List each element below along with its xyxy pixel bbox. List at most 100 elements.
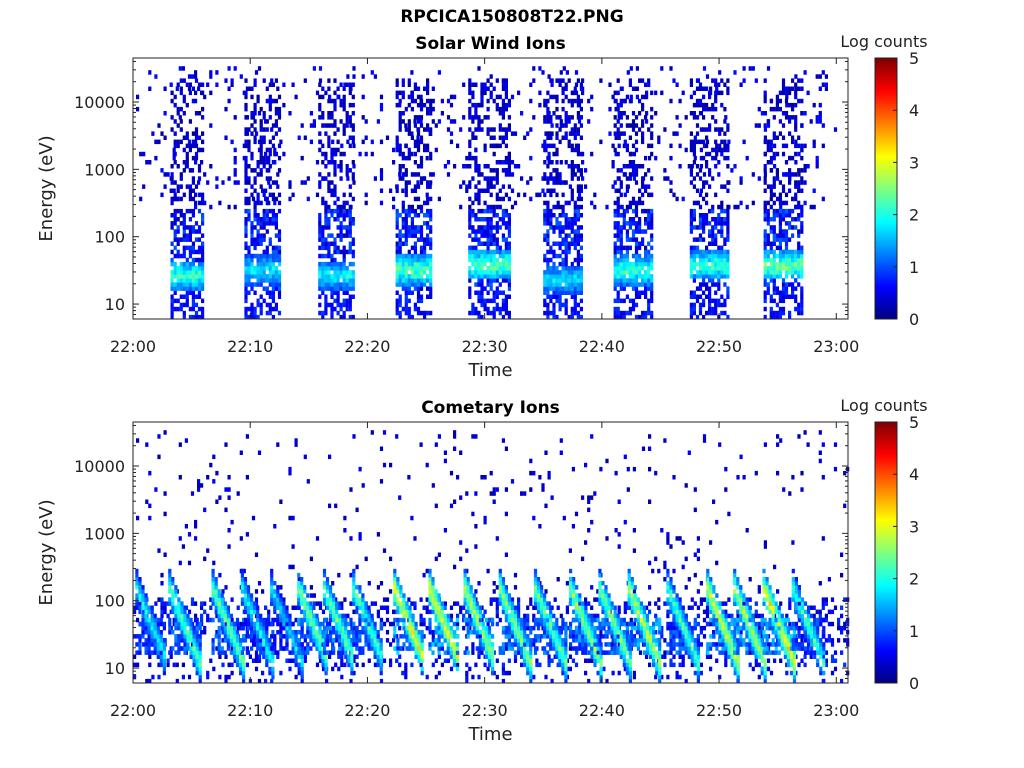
heatmap-cell	[429, 98, 433, 104]
heatmap-cell	[429, 245, 433, 251]
heatmap-cell	[477, 314, 481, 320]
heatmap-cell	[570, 188, 574, 193]
heatmap-cell	[268, 241, 272, 246]
heatmap-cell	[398, 257, 402, 263]
heatmap-cell	[692, 237, 696, 242]
heatmap-cell	[321, 261, 325, 267]
colorbar-swatch	[875, 68, 897, 72]
heatmap-cell	[616, 249, 620, 255]
heatmap-cell	[492, 135, 496, 140]
heatmap-cell	[726, 164, 730, 169]
heatmap-cell	[413, 282, 417, 287]
heatmap-cell	[797, 78, 801, 83]
heatmap-cell	[538, 475, 542, 480]
heatmap-cell	[507, 274, 511, 279]
heatmap-cell	[803, 180, 807, 185]
heatmap-cell	[422, 617, 426, 623]
heatmap-cell	[579, 282, 583, 287]
heatmap-cell	[781, 266, 786, 271]
heatmap-cell	[558, 290, 562, 295]
heatmap-cell	[318, 147, 322, 153]
heatmap-cell	[429, 253, 433, 259]
heatmap-cell	[564, 217, 568, 222]
heatmap-cell	[404, 253, 408, 259]
heatmap-cell	[708, 298, 712, 304]
heatmap-cell	[561, 192, 565, 198]
heatmap-cell	[197, 282, 202, 287]
heatmap-cell	[619, 314, 623, 320]
heatmap-cell	[348, 270, 352, 275]
heatmap-cell	[775, 208, 779, 214]
heatmap-cell	[170, 257, 174, 263]
heatmap-cell	[233, 204, 237, 210]
heatmap-cell	[791, 208, 795, 214]
heatmap-cell	[619, 213, 623, 218]
heatmap-cell	[333, 78, 337, 83]
heatmap-cell	[265, 119, 269, 124]
colorbar-swatch	[875, 79, 897, 83]
heatmap-cell	[576, 213, 580, 218]
heatmap-cell	[212, 666, 216, 672]
heatmap-cell	[800, 294, 804, 299]
heatmap-cell	[689, 266, 693, 271]
heatmap-cell	[330, 266, 334, 271]
heatmap-cell	[663, 176, 667, 181]
heatmap-cell	[769, 106, 773, 112]
heatmap-cell	[692, 245, 696, 251]
heatmap-cell	[355, 654, 359, 659]
heatmap-cell	[769, 294, 773, 299]
heatmap-cell	[429, 274, 433, 279]
heatmap-cell	[410, 266, 414, 271]
heatmap-cell	[638, 229, 642, 234]
heatmap-cell	[148, 678, 152, 684]
heatmap-cell	[342, 131, 346, 136]
heatmap-cell	[188, 290, 192, 295]
heatmap-cell	[349, 572, 353, 578]
heatmap-cell	[558, 115, 562, 120]
heatmap-cell	[206, 475, 210, 480]
heatmap-cell	[419, 266, 424, 271]
heatmap-cell	[468, 86, 472, 91]
heatmap-cell	[194, 139, 198, 145]
heatmap-cell	[179, 306, 183, 312]
heatmap-cell	[416, 139, 421, 145]
heatmap-cell	[474, 274, 478, 279]
heatmap-cell	[187, 532, 192, 537]
heatmap-cell	[631, 200, 636, 206]
heatmap-cell	[474, 282, 478, 287]
heatmap-cell	[714, 298, 718, 304]
heatmap-cell	[185, 261, 189, 267]
heatmap-cell	[638, 221, 642, 226]
heatmap-cell	[382, 462, 387, 468]
heatmap-cell	[766, 270, 770, 275]
heatmap-cell	[429, 310, 433, 316]
heatmap-cell	[507, 164, 511, 169]
heatmap-cell	[190, 601, 195, 606]
heatmap-cell	[426, 123, 430, 128]
heatmap-cell	[477, 270, 481, 275]
heatmap-cell	[170, 164, 174, 169]
heatmap-cell	[559, 70, 563, 75]
heatmap-cell	[483, 298, 487, 304]
heatmap-cell	[201, 241, 205, 246]
heatmap-cell	[244, 78, 248, 83]
heatmap-cell	[723, 302, 727, 308]
heatmap-cell	[244, 196, 248, 202]
heatmap-cell	[797, 302, 801, 308]
heatmap-cell	[395, 266, 399, 271]
heatmap-cell	[203, 507, 207, 513]
heatmap-cell	[364, 556, 368, 562]
heatmap-cell	[504, 127, 508, 132]
heatmap-cell	[711, 229, 715, 234]
heatmap-cell	[379, 139, 384, 145]
heatmap-cell	[800, 290, 804, 295]
heatmap-cell	[638, 200, 642, 206]
heatmap-cell	[561, 229, 565, 234]
heatmap-cell	[513, 658, 518, 663]
heatmap-cell	[616, 282, 620, 287]
colorbar-swatch	[875, 299, 897, 303]
heatmap-cell	[474, 434, 478, 439]
heatmap-cell	[224, 507, 228, 513]
heatmap-cell	[613, 123, 617, 128]
heatmap-cell	[173, 160, 177, 165]
